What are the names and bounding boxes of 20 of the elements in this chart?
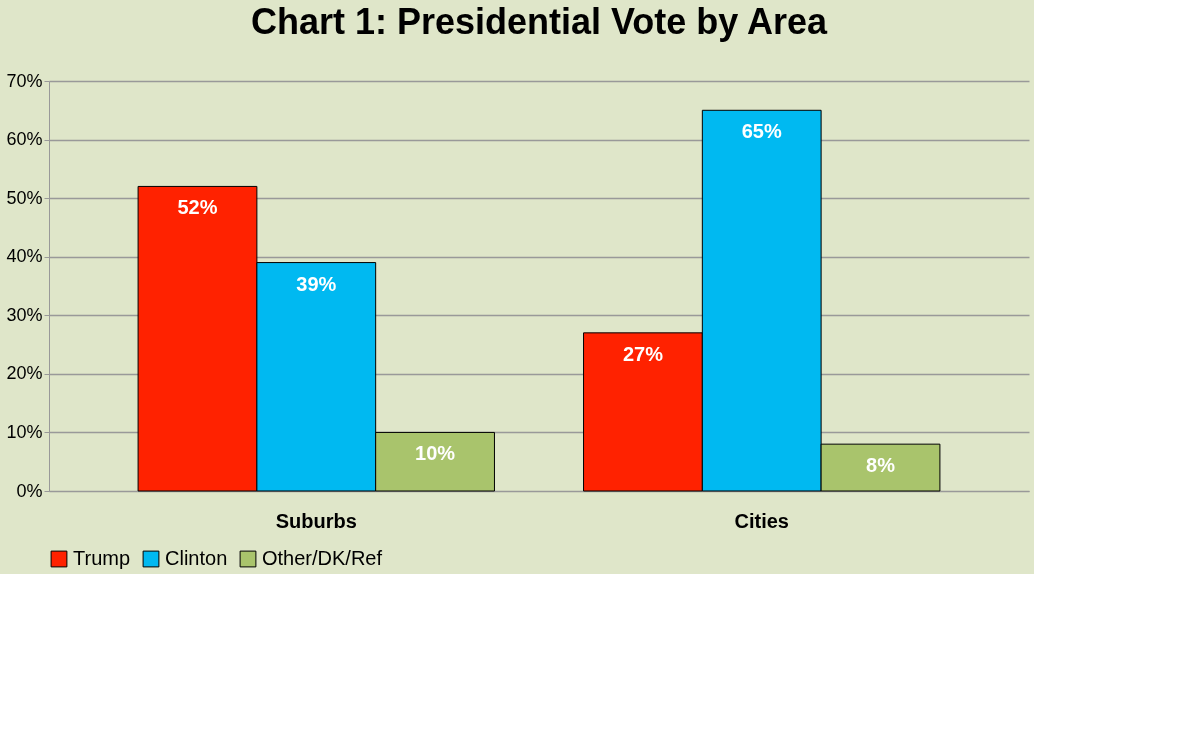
data-label: 8% [866, 454, 896, 477]
x-tick-label: Cities [734, 509, 789, 532]
y-tick-label: 20% [6, 363, 43, 384]
data-label: 52% [177, 196, 218, 219]
legend-label: Other/DK/Ref [262, 547, 383, 569]
y-tick-label: 60% [6, 129, 43, 150]
y-tick-label: 70% [6, 70, 43, 91]
y-tick-label: 40% [6, 246, 43, 267]
y-tick-label: 50% [6, 187, 43, 208]
chart-title: Chart 1: Presidential Vote by Area [250, 1, 829, 42]
data-label: 27% [622, 342, 664, 365]
y-tick-label: 0% [16, 480, 43, 501]
y-tick-label: 30% [6, 304, 43, 325]
data-label: 39% [296, 272, 337, 295]
data-label: 65% [741, 120, 782, 143]
data-label: 10% [415, 442, 456, 465]
legend-label: Trump [73, 547, 131, 569]
x-tick-label: Suburbs [275, 509, 357, 532]
legend-label: Clinton [165, 547, 228, 569]
y-tick-label: 10% [6, 421, 43, 442]
